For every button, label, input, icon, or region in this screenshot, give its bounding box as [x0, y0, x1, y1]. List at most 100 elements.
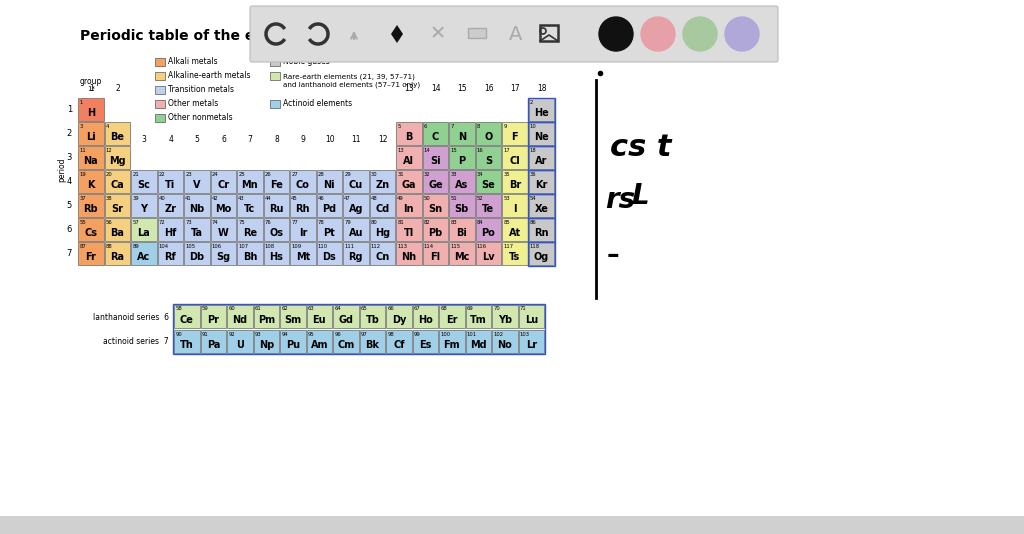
Bar [131, 170, 157, 193]
Text: 43: 43 [239, 195, 245, 200]
Text: Hg: Hg [375, 228, 390, 238]
Text: 3: 3 [141, 135, 146, 144]
Bar [78, 218, 103, 241]
Text: 103: 103 [520, 332, 529, 336]
Text: I: I [513, 204, 516, 214]
Text: Rn: Rn [535, 228, 549, 238]
Text: 12: 12 [105, 147, 113, 153]
Bar [131, 242, 157, 265]
Bar [370, 194, 395, 217]
Bar [104, 194, 130, 217]
Text: Actinoid elements: Actinoid elements [283, 99, 352, 108]
Bar [201, 330, 226, 353]
Bar [396, 146, 422, 169]
Text: S: S [484, 156, 492, 166]
Bar [316, 242, 342, 265]
Text: Pd: Pd [323, 204, 337, 214]
Bar [263, 218, 289, 241]
Text: 1: 1 [79, 99, 83, 105]
Text: Si: Si [430, 156, 440, 166]
Text: 77: 77 [291, 219, 298, 224]
Bar [104, 146, 130, 169]
Text: Ts: Ts [509, 252, 520, 262]
Circle shape [641, 17, 675, 51]
Text: Hs: Hs [269, 252, 284, 262]
Bar [343, 218, 369, 241]
Bar [502, 218, 527, 241]
Text: 35: 35 [503, 171, 510, 177]
Text: Tc: Tc [245, 204, 255, 214]
Text: 22: 22 [159, 171, 166, 177]
Bar [449, 170, 475, 193]
Text: C: C [432, 132, 439, 142]
Text: 8: 8 [274, 135, 280, 144]
Text: 11: 11 [79, 147, 86, 153]
Text: N: N [458, 132, 466, 142]
Text: 12: 12 [378, 135, 387, 144]
Text: Sm: Sm [285, 315, 301, 325]
Text: 46: 46 [317, 195, 325, 200]
Bar [78, 194, 103, 217]
Bar [155, 58, 165, 66]
Text: H: H [87, 108, 95, 118]
Bar [201, 305, 226, 328]
Text: Lr: Lr [525, 340, 537, 350]
Bar [155, 100, 165, 108]
Bar [528, 145, 555, 170]
Text: 81: 81 [397, 219, 403, 224]
Text: 104: 104 [159, 244, 169, 248]
Text: 118: 118 [529, 244, 540, 248]
Text: 6: 6 [424, 123, 427, 129]
Bar [466, 305, 492, 328]
Text: Ni: Ni [324, 180, 335, 190]
Text: Pa: Pa [207, 340, 220, 350]
Bar [155, 72, 165, 80]
Text: Sn: Sn [428, 204, 442, 214]
Text: Hf: Hf [164, 228, 176, 238]
Text: 48: 48 [371, 195, 378, 200]
Text: Xe: Xe [535, 204, 548, 214]
Bar [370, 170, 395, 193]
Text: 25: 25 [239, 171, 245, 177]
Bar [449, 122, 475, 145]
Text: Ir: Ir [299, 228, 307, 238]
Text: 17: 17 [503, 147, 510, 153]
Bar [423, 122, 449, 145]
Text: 18: 18 [537, 84, 547, 93]
Text: 5: 5 [397, 123, 400, 129]
Text: L: L [631, 182, 648, 210]
Bar [449, 218, 475, 241]
Bar [290, 194, 315, 217]
Text: 116: 116 [477, 244, 486, 248]
Text: 111: 111 [344, 244, 354, 248]
Text: 39: 39 [132, 195, 139, 200]
Text: 71: 71 [520, 307, 526, 311]
Text: Ta: Ta [190, 228, 203, 238]
Text: 40: 40 [159, 195, 166, 200]
Text: 95: 95 [307, 332, 314, 336]
Bar [211, 218, 237, 241]
Bar [263, 194, 289, 217]
Text: 45: 45 [291, 195, 298, 200]
Bar [528, 218, 554, 241]
Text: 27: 27 [291, 171, 298, 177]
Text: B: B [406, 132, 413, 142]
Bar [518, 330, 544, 353]
Bar [78, 242, 103, 265]
Bar [237, 170, 263, 193]
Text: 9: 9 [503, 123, 507, 129]
Text: F: F [512, 132, 518, 142]
Text: group: group [80, 76, 102, 85]
Bar [502, 122, 527, 145]
Text: Rb: Rb [84, 204, 98, 214]
Text: Fe: Fe [270, 180, 283, 190]
Text: 89: 89 [132, 244, 139, 248]
Text: 24: 24 [212, 171, 218, 177]
Text: Be: Be [111, 132, 124, 142]
Text: Bk: Bk [366, 340, 379, 350]
Text: 1*: 1* [87, 86, 95, 92]
Text: Er: Er [446, 315, 458, 325]
Text: 62: 62 [282, 307, 288, 311]
Text: Zr: Zr [164, 204, 176, 214]
Text: 49: 49 [397, 195, 403, 200]
